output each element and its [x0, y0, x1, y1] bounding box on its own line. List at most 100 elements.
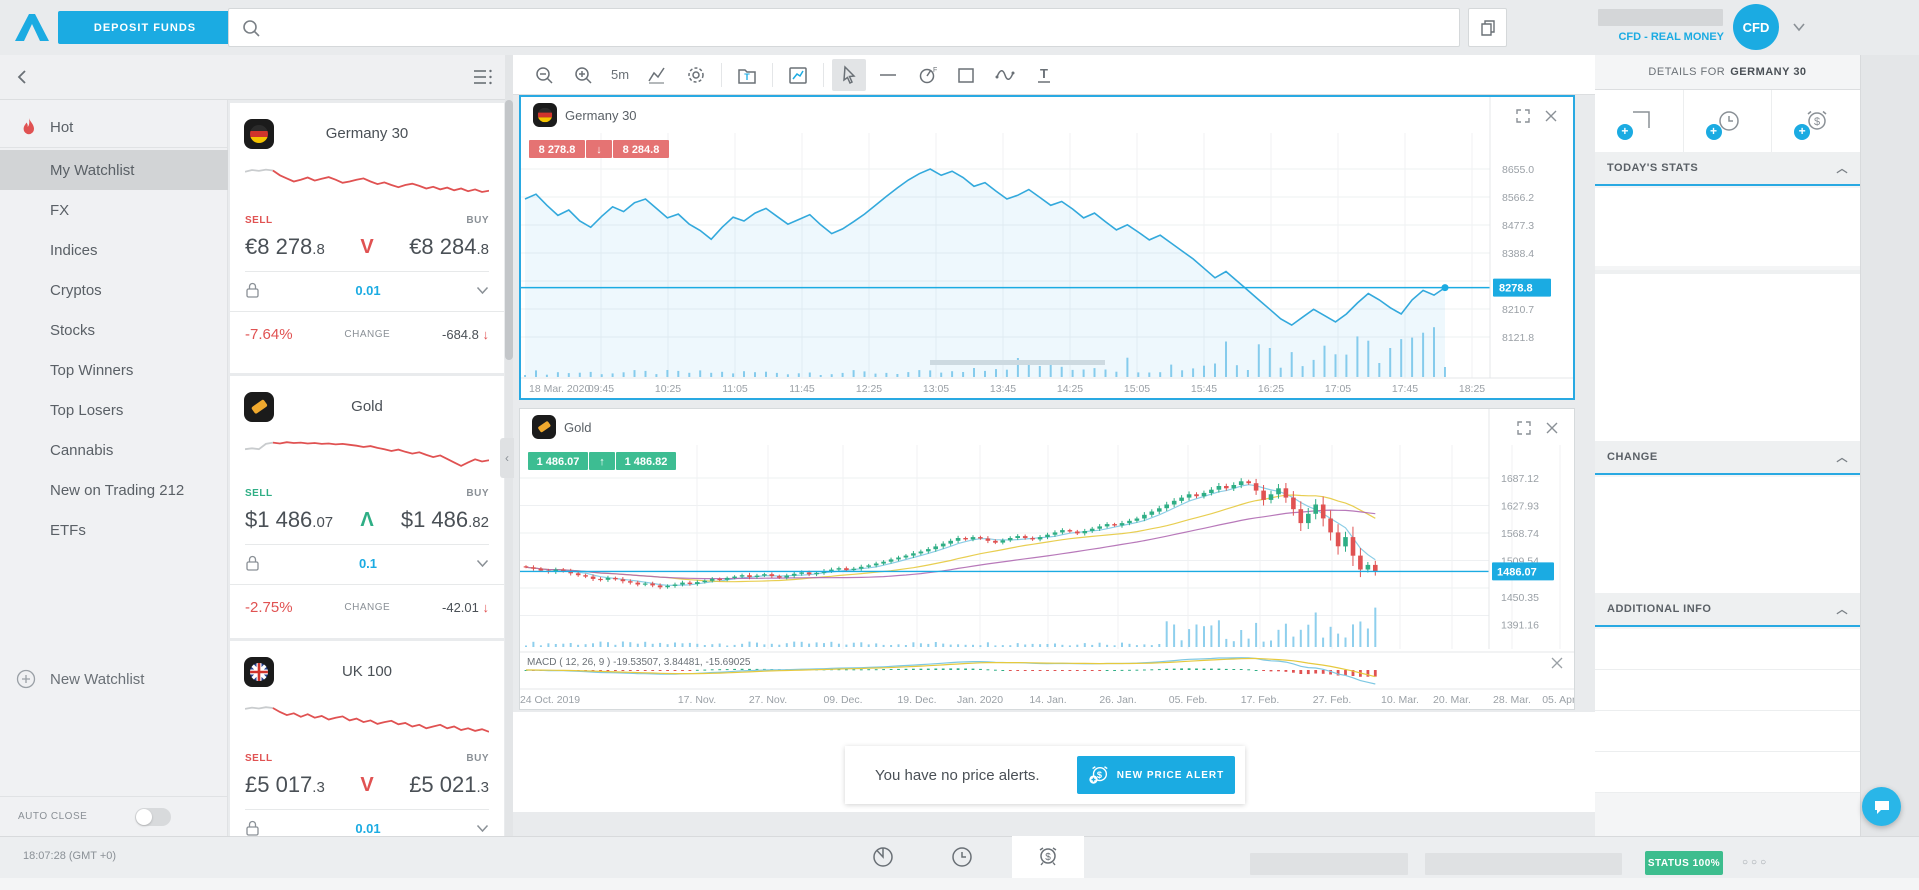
- info-row-full-name: FULL NAME DAX 30: [1595, 670, 1860, 711]
- svg-text:05. Apr.: 05. Apr.: [1542, 694, 1574, 706]
- new-position-button[interactable]: +: [1595, 90, 1684, 152]
- chevron-down-icon[interactable]: [476, 559, 489, 568]
- svg-text:8121.8: 8121.8: [1502, 332, 1534, 344]
- account-menu-chevron-icon[interactable]: [1792, 22, 1806, 32]
- price-alerts-tab-icon[interactable]: $: [1028, 842, 1068, 872]
- svg-text:$: $: [1097, 770, 1103, 780]
- chart-title: Germany 30: [565, 108, 637, 123]
- chart-templates-icon[interactable]: T: [730, 59, 764, 91]
- sidebar-item-top-winners[interactable]: Top Winners: [0, 350, 228, 390]
- search-input[interactable]: [271, 18, 1459, 37]
- timeframe-select[interactable]: 5m: [610, 67, 630, 82]
- instrument-flag-icon: [244, 657, 274, 687]
- svg-text:8278.8: 8278.8: [1499, 283, 1533, 295]
- sidebar-item-cannabis[interactable]: Cannabis: [0, 430, 228, 470]
- quantity-value[interactable]: 0.01: [355, 282, 381, 298]
- deposit-funds-button[interactable]: DEPOSIT FUNDS: [58, 11, 232, 44]
- info-row-market-name: MARKET NAME Germany: [1595, 711, 1860, 752]
- buy-price[interactable]: €8 284.8: [409, 234, 489, 259]
- close-chart-icon[interactable]: [1542, 418, 1562, 438]
- pending-orders-icon[interactable]: [942, 842, 982, 872]
- sidebar-item-my-watchlist[interactable]: My Watchlist: [0, 150, 228, 190]
- quantity-value[interactable]: 0.01: [355, 820, 381, 836]
- chevron-down-icon[interactable]: [476, 824, 489, 833]
- new-watchlist-button[interactable]: New Watchlist: [0, 659, 228, 699]
- sidebar-item-new-on-trading-212[interactable]: New on Trading 212: [0, 470, 228, 510]
- search-box[interactable]: [228, 8, 1460, 47]
- zoom-out-icon[interactable]: [527, 59, 561, 91]
- additional-info-header[interactable]: ADDITIONAL INFO ︿: [1595, 593, 1860, 627]
- svg-text:$: $: [1814, 116, 1820, 128]
- account-mode-label[interactable]: CFD - REAL MONEY: [1618, 31, 1724, 43]
- change-label: CHANGE: [344, 602, 391, 613]
- sidebar-item-indices[interactable]: Indices: [0, 230, 228, 270]
- buy-price[interactable]: £5 021.3: [409, 772, 489, 797]
- sidebar-item-hot[interactable]: Hot: [0, 108, 228, 148]
- sell-price[interactable]: £5 017.3: [245, 772, 325, 797]
- chart-header: Gold: [520, 409, 1574, 445]
- svg-text:1 486.82: 1 486.82: [625, 456, 668, 468]
- back-chevron-icon[interactable]: [16, 69, 28, 85]
- rectangle-tool-icon[interactable]: [949, 59, 983, 91]
- alerts-tab-highlight: [1012, 836, 1084, 878]
- auto-close-toggle[interactable]: [135, 807, 172, 826]
- app-logo-icon[interactable]: [12, 10, 52, 44]
- positions-pie-icon[interactable]: [863, 842, 903, 872]
- change-section-header[interactable]: CHANGE ︿: [1595, 441, 1860, 475]
- svg-text:8388.4: 8388.4: [1502, 248, 1534, 260]
- svg-text:15:05: 15:05: [1124, 383, 1150, 395]
- chat-bubble-button[interactable]: [1862, 787, 1901, 826]
- chart-toolbar: 5m T F T: [513, 55, 1595, 95]
- new-price-alert-icon-button[interactable]: $ +: [1772, 90, 1860, 152]
- more-options-dots[interactable]: ○○○: [1742, 857, 1770, 868]
- clipboard-button[interactable]: [1468, 8, 1507, 47]
- fibonacci-tool-icon[interactable]: F: [910, 59, 944, 91]
- watchlist-card-germany-30[interactable]: Germany 30 SELL BUY €8 278.8 V €8 284.8 …: [230, 103, 504, 373]
- sidebar-item-etfs[interactable]: ETFs: [0, 510, 228, 550]
- buy-label: BUY: [466, 215, 489, 226]
- svg-text:17:45: 17:45: [1392, 383, 1418, 395]
- sell-price[interactable]: $1 486.07: [245, 507, 334, 532]
- chart-type-icon[interactable]: [640, 59, 674, 91]
- sidebar-item-cryptos[interactable]: Cryptos: [0, 270, 228, 310]
- quantity-value[interactable]: 0.1: [358, 555, 378, 571]
- collapse-watchlist-handle[interactable]: ‹: [500, 438, 514, 478]
- new-price-alert-button[interactable]: $ NEW PRICE ALERT: [1077, 756, 1235, 794]
- text-tool-icon[interactable]: T: [1027, 59, 1061, 91]
- change-row: -2.75% CHANGE -42.01 ↓: [230, 584, 504, 630]
- buy-price[interactable]: $1 486.82: [400, 507, 489, 532]
- zoom-in-icon[interactable]: [566, 59, 600, 91]
- sell-price[interactable]: €8 278.8: [245, 234, 325, 259]
- chevron-down-icon[interactable]: [476, 286, 489, 295]
- gold-chart[interactable]: 1687.12 1627.93 1568.74 1509.54 1450.35 1391.…: [520, 409, 1574, 709]
- expand-chart-icon[interactable]: [1514, 418, 1534, 438]
- horizontal-line-tool-icon[interactable]: [871, 59, 905, 91]
- buy-label: BUY: [466, 753, 489, 764]
- new-order-button[interactable]: +: [1684, 90, 1773, 152]
- indicators-icon[interactable]: [781, 59, 815, 91]
- chart-panel-germany30: Germany 30 8655.0 8566.2 8477.3 8388.4 8210.…: [519, 95, 1575, 400]
- info-row-currency: CURRENCY EUR: [1595, 752, 1860, 793]
- sidebar-item-label: New on Trading 212: [50, 481, 185, 499]
- redacted-account-value: [1425, 853, 1622, 875]
- sidebar-item-label: Top Winners: [50, 361, 134, 379]
- germany30-chart[interactable]: 8655.0 8566.2 8477.3 8388.4 8210.7 8121.8 8278…: [521, 97, 1573, 396]
- sidebar-item-top-losers[interactable]: Top Losers: [0, 390, 228, 430]
- expand-chart-icon[interactable]: [1513, 106, 1533, 126]
- sidebar-item-fx[interactable]: FX: [0, 190, 228, 230]
- sort-list-icon[interactable]: [472, 68, 494, 86]
- close-chart-icon[interactable]: [1541, 106, 1561, 126]
- watchlist-card-uk-100[interactable]: UK 100 SELL BUY £5 017.3 V £5 021.3 0.01: [230, 641, 504, 836]
- wave-tool-icon[interactable]: [988, 59, 1022, 91]
- direction-arrow: V: [360, 235, 374, 258]
- todays-stats-header[interactable]: TODAY'S STATS ︿: [1595, 152, 1860, 186]
- chart-settings-icon[interactable]: [679, 59, 713, 91]
- connection-status-badge[interactable]: STATUS 100%: [1645, 851, 1723, 875]
- auto-close-row: AUTO CLOSE: [0, 796, 228, 836]
- watchlist-scrollbar-thumb[interactable]: [505, 100, 513, 360]
- cursor-tool-icon[interactable]: [832, 58, 866, 91]
- svg-text:17. Feb.: 17. Feb.: [1241, 694, 1280, 706]
- watchlist-card-gold[interactable]: Gold SELL BUY $1 486.07 Λ $1 486.82 0.1: [230, 376, 504, 638]
- account-avatar[interactable]: CFD: [1733, 4, 1779, 50]
- sidebar-item-stocks[interactable]: Stocks: [0, 310, 228, 350]
